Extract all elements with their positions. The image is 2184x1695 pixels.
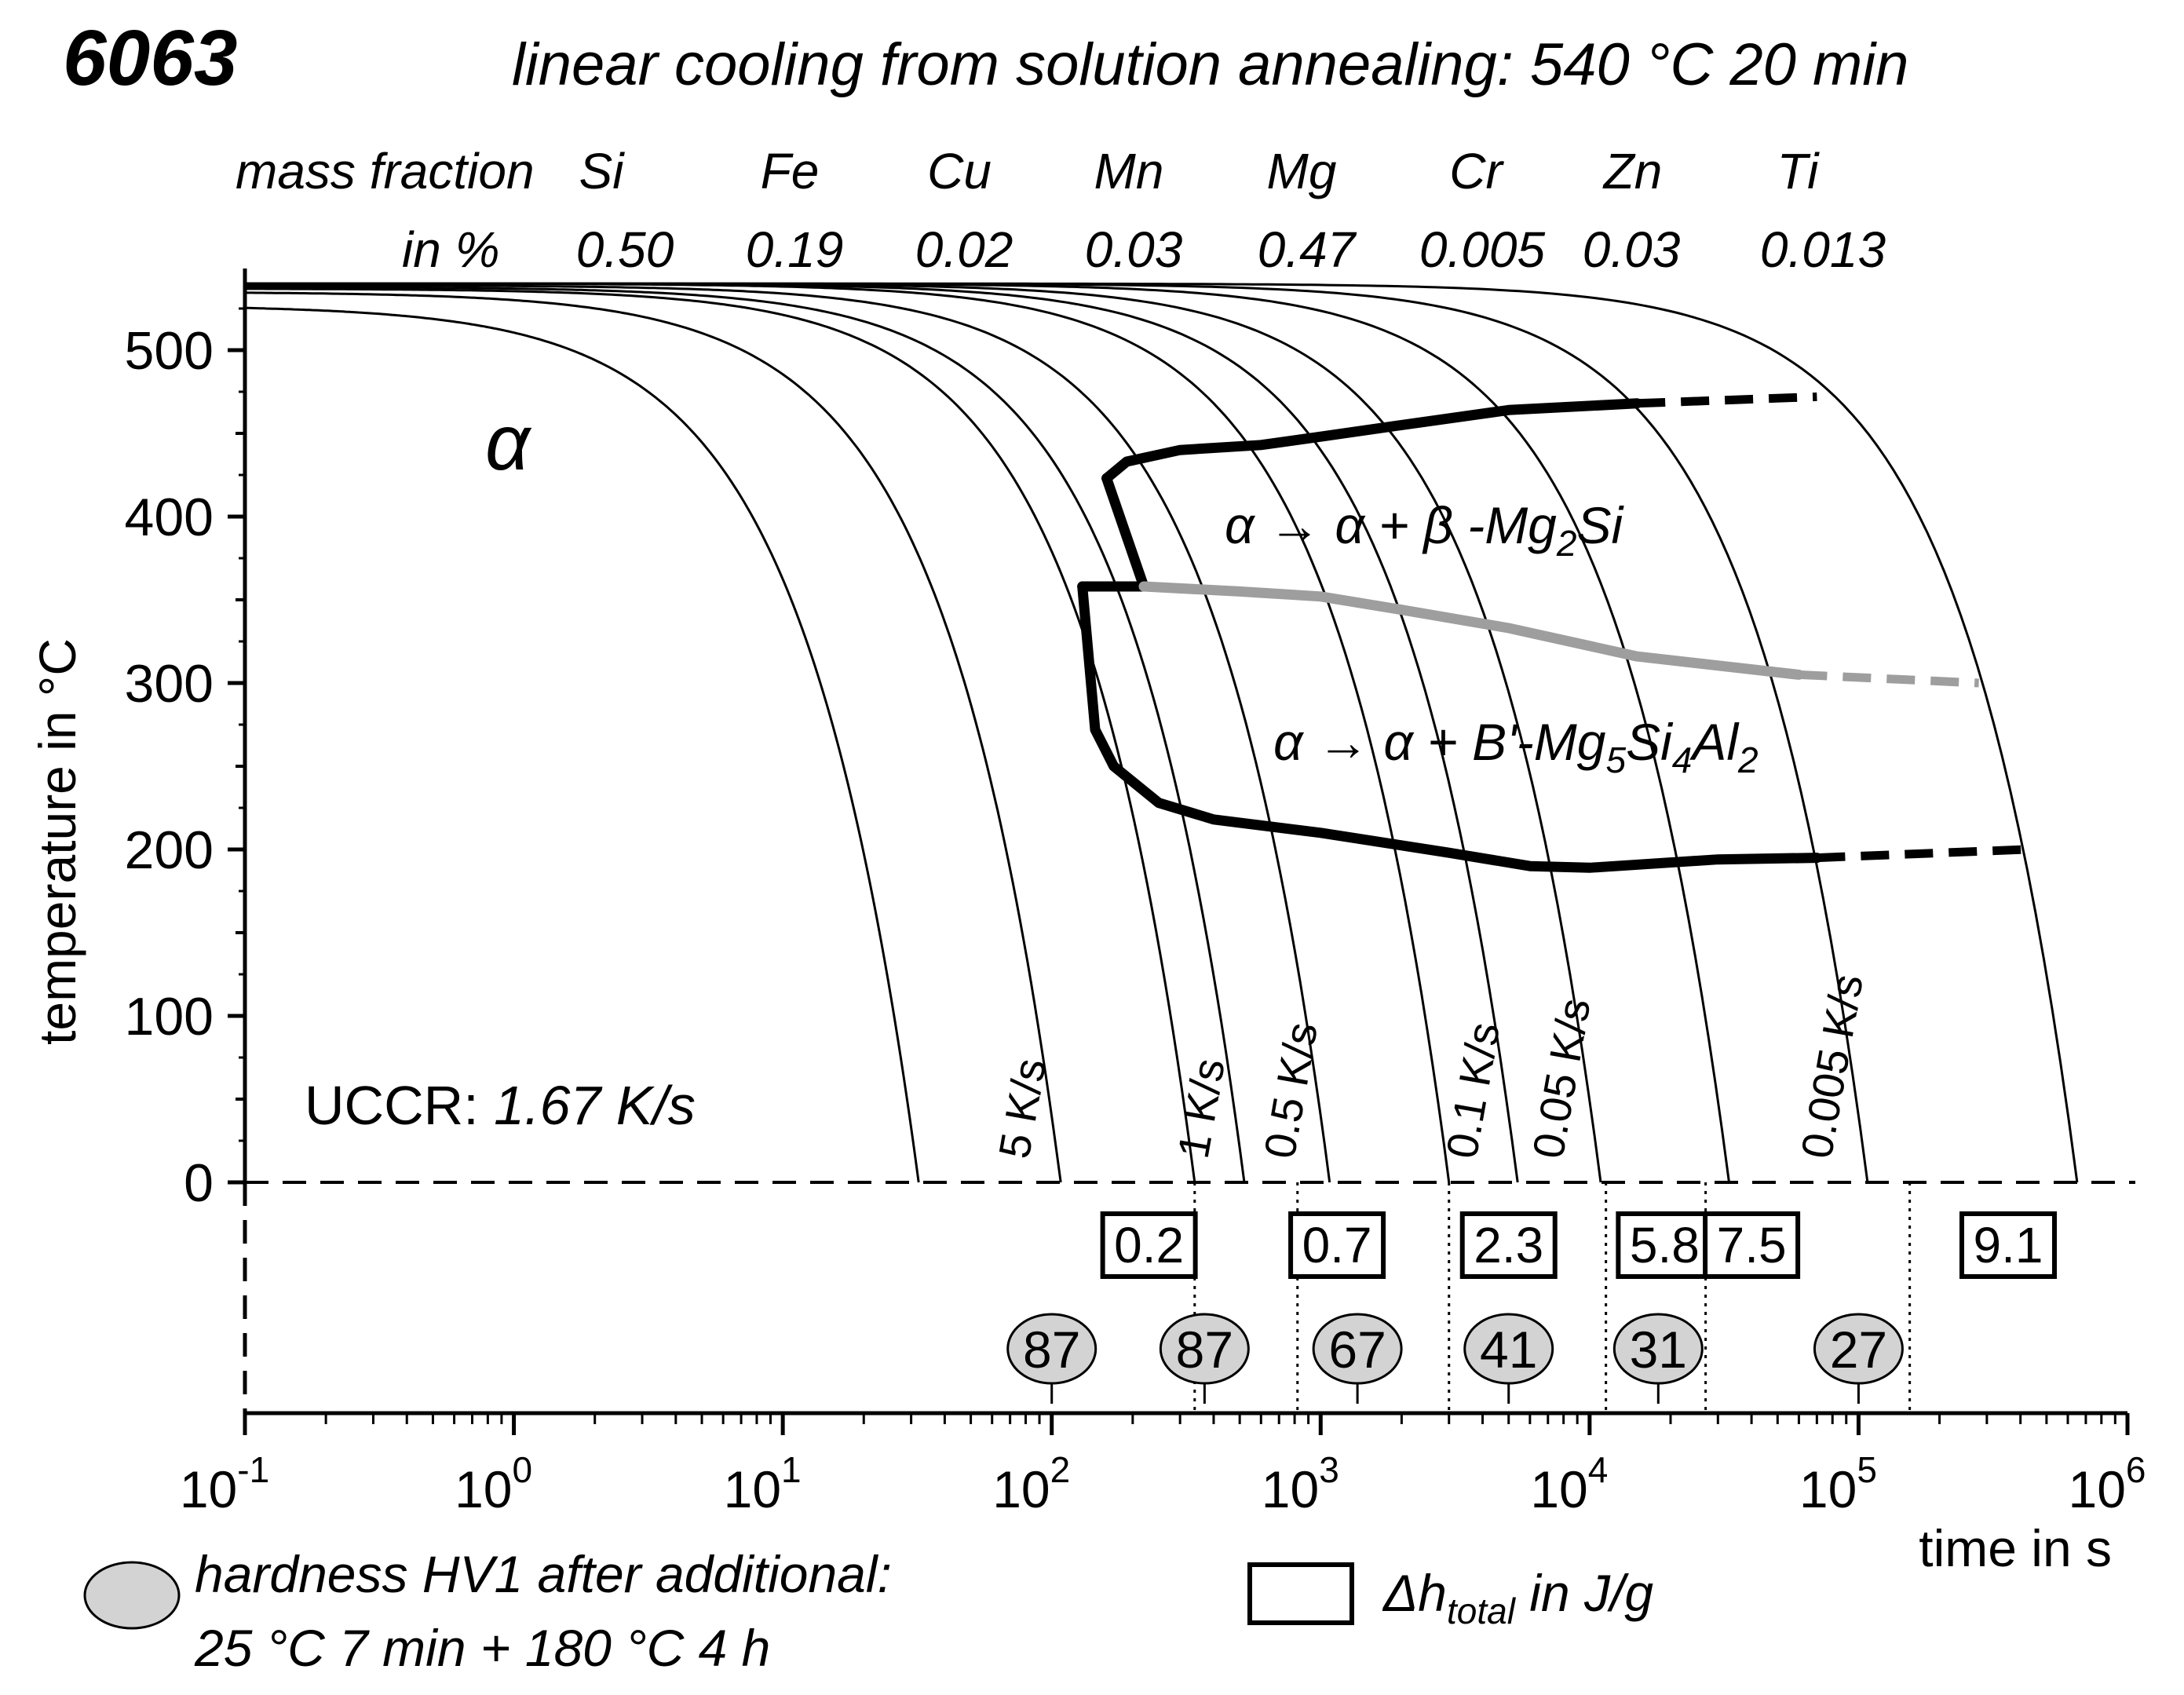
cooling-rate-label: 0.1 K/s (1437, 1018, 1509, 1162)
hardness-markers: 87 87 67 41 31 27 (1006, 1313, 1904, 1404)
y-tick-label: 500 (125, 321, 214, 381)
enthalpy-value: 5.8 (1630, 1217, 1700, 1273)
enthalpy-value: 0.2 (1114, 1217, 1184, 1273)
bprime-reaction-label: α → α + B'-Mg5Si4Al2 (1273, 713, 1759, 780)
cooling-rate-label: 0.05 K/s (1523, 995, 1600, 1162)
uccr-label: UCCR: 1.67 K/s (305, 1075, 696, 1136)
hardness-ellipse (1813, 1313, 1904, 1385)
element-value: 0.50 (576, 221, 674, 278)
enthalpy-value: 0.7 (1302, 1217, 1372, 1273)
enthalpy-boxes: 0.2 0.7 2.3 5.8 7.5 9.1 (1100, 1211, 2058, 1279)
hardness-value: 87 (1023, 1321, 1080, 1379)
element-value: 0.02 (915, 221, 1013, 278)
hardness-ellipse (1463, 1313, 1554, 1385)
cooling-rate-label: 1 K/s (1168, 1054, 1234, 1162)
legend-hardness-symbol (83, 1561, 181, 1630)
element-value: 0.013 (1760, 221, 1886, 278)
cooling-curve (245, 286, 1246, 1183)
element-symbol: Mg (1267, 143, 1337, 199)
x-axis-title: time in s (1919, 1519, 2112, 1577)
y-tick-label: 200 (125, 820, 214, 880)
beta-reaction-label: α → α + β -Mg2Si (1225, 496, 1625, 564)
y-axis-title: temperature in °C (28, 638, 86, 1045)
phase-boundary-extrapolation (1636, 392, 1817, 408)
cooling-curves (245, 282, 2079, 1183)
element-value: 0.03 (1583, 221, 1681, 278)
chart-subtitle: linear cooling from solution annealing: … (512, 31, 1908, 98)
enthalpy-box (1459, 1211, 1558, 1279)
x-tick-label: 100 (455, 1449, 532, 1518)
element-value: 0.47 (1258, 221, 1357, 278)
phase-boundaries (1077, 392, 2027, 873)
x-tick-label: 10-1 (180, 1449, 269, 1518)
enthalpy-box (1288, 1211, 1386, 1279)
y-tick-label: 400 (125, 488, 214, 547)
y-tick-label: 0 (184, 1153, 214, 1213)
element-value: 0.19 (746, 221, 844, 278)
phase-boundary (1138, 581, 1804, 680)
x-tick-label: 102 (992, 1449, 1070, 1518)
hardness-value: 87 (1176, 1321, 1233, 1379)
legend-enthalpy-symbol (1247, 1562, 1354, 1625)
enthalpy-box (1959, 1211, 2058, 1279)
alloy-title: 6063 (63, 14, 237, 102)
element-symbol: Cr (1449, 143, 1504, 199)
enthalpy-box (1100, 1211, 1198, 1279)
phase-boundary-extrapolation (1817, 845, 2027, 863)
phase-boundary (1077, 581, 1822, 873)
x-tick-label: 105 (1799, 1449, 1877, 1518)
element-symbol: Cu (927, 143, 992, 199)
enthalpy-value: 2.3 (1474, 1217, 1543, 1273)
y-tick-label: 100 (125, 987, 214, 1047)
phase-boundary (1101, 398, 1642, 484)
element-symbol: Si (579, 143, 626, 199)
cooling-rate-labels: 5 K/s 1 K/s 0.5 K/s 0.1 K/s 0.05 K/s 0.005 K/… (989, 970, 1872, 1162)
legend-hardness-line2: 25 °C 7 min + 180 °C 4 h (194, 1619, 770, 1677)
enthalpy-value: 7.5 (1717, 1217, 1787, 1273)
composition-label-1: mass fraction (236, 143, 535, 199)
element-value: 0.03 (1085, 221, 1183, 278)
cooling-curve (245, 282, 1451, 1183)
hardness-value: 31 (1630, 1321, 1687, 1379)
hardness-value: 41 (1480, 1321, 1537, 1379)
x-tick-label: 103 (1262, 1449, 1339, 1518)
axes: 0 100 200 300 400 500 10-1 100 101 102 103 104 105 10… (125, 268, 2146, 1518)
hardness-ellipse (1612, 1313, 1704, 1385)
hardness-ellipse (1159, 1313, 1250, 1385)
cooling-curve (245, 287, 1196, 1183)
composition-table: Si 0.50 Fe 0.19 Cu 0.02 Mn 0.03 Mg 0.47 Cr 0.005 Zn 0… (576, 143, 1886, 278)
cooling-curve (245, 306, 920, 1183)
y-tick-label: 300 (125, 654, 214, 714)
cooling-curve (245, 291, 1062, 1183)
x-tick-label: 104 (1530, 1449, 1608, 1518)
legend-hardness-line1: hardness HV1 after additional: (195, 1545, 892, 1603)
element-symbol: Mn (1094, 143, 1164, 199)
legend-enthalpy-label: Δhtotal in J/g (1382, 1564, 1653, 1631)
cooling-curve (245, 283, 1331, 1183)
hardness-value: 27 (1830, 1321, 1887, 1379)
hardness-value: 67 (1328, 1321, 1386, 1379)
element-symbol: Ti (1777, 143, 1821, 199)
cooling-rate-label: 5 K/s (989, 1054, 1055, 1162)
hardness-ellipse (1006, 1313, 1097, 1385)
enthalpy-value: 9.1 (1974, 1217, 2043, 1273)
element-value: 0.005 (1419, 221, 1546, 278)
alpha-phase-label: α (485, 399, 532, 487)
element-symbol: Fe (761, 143, 820, 199)
element-symbol: Zn (1602, 143, 1663, 199)
phase-boundary-extrapolation (1799, 670, 1979, 688)
x-tick-label: 101 (724, 1449, 802, 1518)
phase-boundary (1101, 473, 1149, 592)
composition-label-2: in % (402, 221, 500, 278)
cooling-curve (245, 282, 2079, 1183)
hardness-ellipse (1312, 1313, 1403, 1385)
enthalpy-box (1703, 1211, 1801, 1279)
x-tick-label: 106 (2068, 1449, 2146, 1518)
